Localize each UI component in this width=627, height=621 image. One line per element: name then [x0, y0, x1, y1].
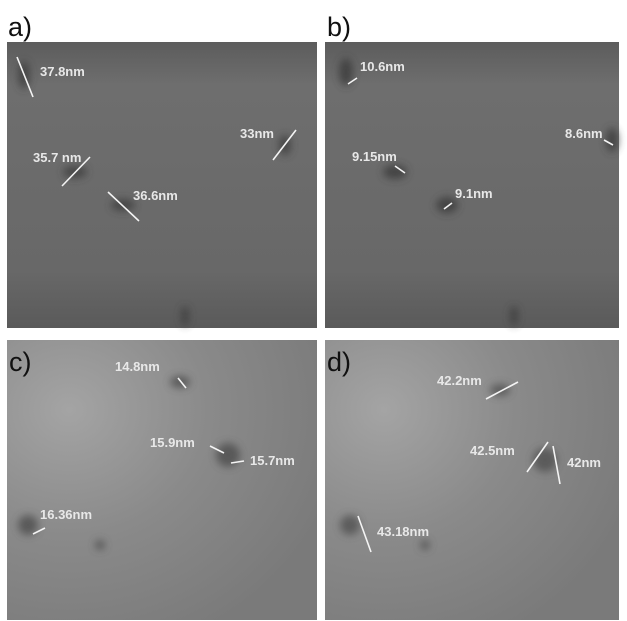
- panel-c: c) 14.8nm 15.9nm 15.7nm 16.36nm: [7, 340, 317, 620]
- measurement: 37.8nm: [40, 64, 85, 79]
- panel-label: d): [327, 347, 351, 377]
- measurement: 36.6nm: [133, 188, 178, 203]
- panel-d: d) 42.2nm 42.5nm 42nm 43.18nm: [325, 340, 619, 620]
- panel-b: b) 10.6nm 9.15nm 9.1nm 8.6nm: [325, 12, 619, 328]
- measurement: 14.8nm: [115, 359, 160, 374]
- image: [7, 42, 317, 328]
- image: [325, 42, 619, 328]
- measurement: 16.36nm: [40, 507, 92, 522]
- measurement: 35.7 nm: [33, 150, 81, 165]
- measurement: 33nm: [240, 126, 274, 141]
- measurement: 15.7nm: [250, 453, 295, 468]
- image: [7, 340, 317, 620]
- panel-label: b): [327, 12, 351, 42]
- measurement: 42nm: [567, 455, 601, 470]
- measurement: 9.1nm: [455, 186, 493, 201]
- panel-label: c): [9, 347, 32, 377]
- panel-a: a) 37.8nm 35.7 nm 36.6nm 33nm: [7, 12, 317, 328]
- measurement: 8.6nm: [565, 126, 603, 141]
- panel-label: a): [8, 12, 32, 42]
- measurement: 9.15nm: [352, 149, 397, 164]
- figure: a) 37.8nm 35.7 nm 36.6nm 33nm b) 10.6nm …: [0, 0, 627, 621]
- measurement: 15.9nm: [150, 435, 195, 450]
- measurement: 10.6nm: [360, 59, 405, 74]
- measurement: 42.2nm: [437, 373, 482, 388]
- measurement: 43.18nm: [377, 524, 429, 539]
- measurement: 42.5nm: [470, 443, 515, 458]
